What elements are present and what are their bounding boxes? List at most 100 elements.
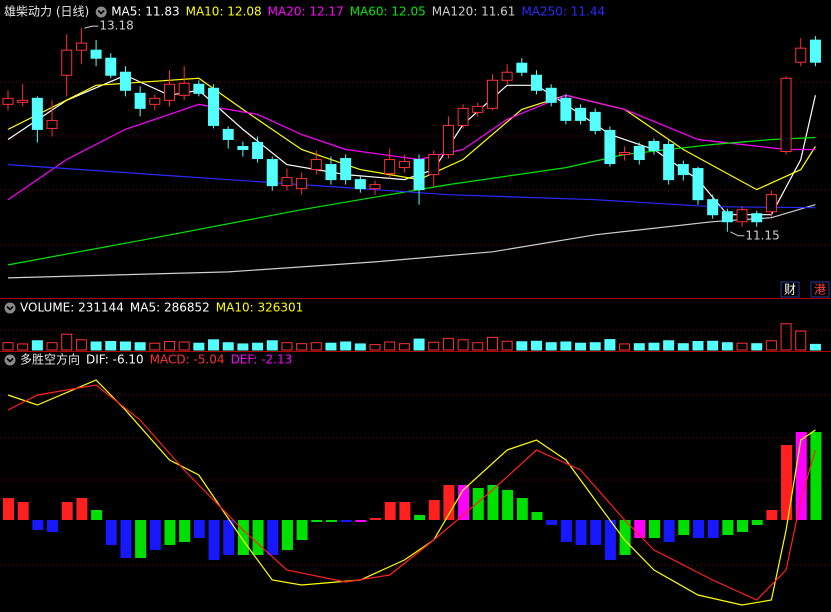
volume-bar bbox=[384, 341, 396, 351]
volume-bar bbox=[795, 330, 807, 351]
candle-body bbox=[560, 97, 572, 121]
candle-body bbox=[61, 49, 73, 76]
volume-bar bbox=[692, 341, 704, 351]
volume-bar bbox=[266, 340, 278, 351]
candle-body bbox=[369, 184, 381, 190]
macd-bar bbox=[399, 502, 411, 520]
candle-body bbox=[17, 99, 29, 103]
candle-body bbox=[413, 159, 425, 191]
volume-bar bbox=[575, 342, 587, 351]
macd-line bbox=[7, 379, 816, 606]
candle-body bbox=[2, 97, 14, 105]
tag-label[interactable]: 港 bbox=[814, 283, 826, 297]
legend-entry: MA10: 12.08 bbox=[186, 5, 262, 19]
candle-body bbox=[90, 49, 102, 59]
candle-body bbox=[736, 209, 748, 223]
volume-bar bbox=[90, 341, 102, 351]
macd-bar bbox=[531, 512, 543, 520]
macd-bar bbox=[135, 520, 147, 558]
volume-bar bbox=[780, 323, 792, 351]
extreme-label: 11.15 bbox=[745, 228, 779, 242]
macd-bar bbox=[575, 520, 587, 545]
macd-bar bbox=[311, 520, 323, 522]
volume-bar bbox=[560, 341, 572, 351]
ma-line bbox=[7, 136, 816, 266]
candle-body bbox=[266, 159, 278, 187]
volume-bar bbox=[134, 342, 146, 351]
legend-entry: VOLUME: 231144 bbox=[20, 301, 124, 315]
candle-body bbox=[633, 145, 645, 161]
candle-body bbox=[531, 74, 543, 91]
candle-body bbox=[149, 97, 161, 105]
macd-bar bbox=[443, 485, 455, 520]
macd-bar bbox=[458, 485, 470, 520]
macd-bar bbox=[707, 520, 719, 538]
candle-body bbox=[707, 199, 719, 216]
legend-entry: MA5: 11.83 bbox=[111, 5, 179, 19]
candle-body bbox=[281, 177, 293, 187]
candle-body bbox=[575, 107, 587, 121]
macd-bar bbox=[472, 488, 484, 520]
macd-bar bbox=[795, 432, 807, 520]
macd-line bbox=[7, 384, 816, 601]
candle-body bbox=[325, 164, 337, 181]
candle-body bbox=[428, 154, 440, 176]
macd-bar bbox=[149, 520, 161, 550]
volume-bar bbox=[2, 342, 14, 351]
candle-body bbox=[619, 152, 631, 156]
candle-body bbox=[178, 82, 190, 96]
candle-body bbox=[31, 97, 43, 130]
legend-entry: MA250: 11.44 bbox=[521, 5, 605, 19]
candle-body bbox=[75, 42, 87, 51]
volume-bar bbox=[354, 343, 366, 351]
candle-body bbox=[398, 161, 410, 169]
macd-bar bbox=[340, 520, 352, 522]
extreme-label: 13.18 bbox=[99, 19, 133, 33]
macd-bar bbox=[648, 520, 660, 538]
volume-bar bbox=[633, 343, 645, 351]
candle-body bbox=[677, 164, 689, 176]
ma-line bbox=[7, 204, 816, 279]
volume-bar bbox=[281, 342, 293, 351]
volume-bar bbox=[75, 339, 87, 351]
volume-bar bbox=[340, 341, 352, 351]
candle-body bbox=[692, 168, 704, 201]
tag-box[interactable] bbox=[780, 281, 800, 298]
macd-bar bbox=[751, 520, 763, 525]
candle-body bbox=[545, 87, 557, 103]
macd-bar bbox=[281, 520, 293, 550]
macd-bar bbox=[663, 520, 675, 542]
candle-body bbox=[648, 140, 660, 152]
volume-bar bbox=[472, 342, 484, 351]
legend-entry: MA10: 326301 bbox=[216, 301, 304, 315]
volume-bar bbox=[296, 343, 308, 351]
volume-bar bbox=[31, 340, 43, 351]
macd-bar bbox=[692, 520, 704, 538]
legend-icon-chevron bbox=[6, 305, 14, 311]
extreme-arrow bbox=[84, 25, 99, 29]
volume-bar bbox=[457, 339, 469, 351]
volume-bar bbox=[707, 340, 719, 351]
legend-icon bbox=[4, 354, 16, 366]
macd-bar bbox=[370, 518, 382, 520]
macd-bar bbox=[546, 520, 558, 525]
candle-body bbox=[310, 159, 322, 171]
volume-bar bbox=[46, 342, 58, 351]
macd-bar bbox=[355, 520, 367, 522]
macd-bar bbox=[267, 520, 279, 555]
tag-box[interactable] bbox=[810, 281, 830, 298]
grid-layer bbox=[0, 81, 831, 566]
volume-bar bbox=[486, 336, 498, 351]
volume-bar bbox=[545, 342, 557, 351]
candle-body bbox=[105, 57, 117, 76]
macd-bar bbox=[619, 520, 631, 555]
tag-label[interactable]: 财 bbox=[784, 283, 796, 297]
candle-body bbox=[119, 71, 131, 91]
macd-bar bbox=[164, 520, 176, 545]
candle-body bbox=[795, 47, 807, 63]
volume-bar bbox=[765, 340, 777, 351]
candle-body bbox=[765, 194, 777, 213]
volume-bar bbox=[736, 342, 748, 351]
macd-bar bbox=[61, 502, 73, 520]
